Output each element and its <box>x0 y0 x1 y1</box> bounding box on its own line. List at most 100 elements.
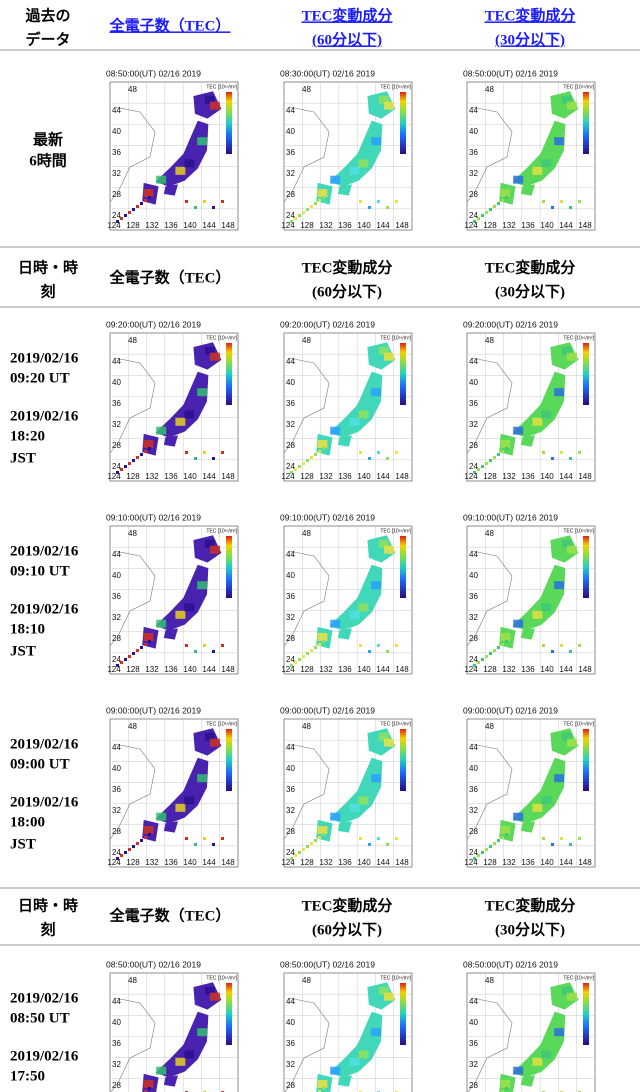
lat-label: 32 <box>286 613 295 622</box>
land-data <box>337 821 352 833</box>
row-label: 最新 <box>33 130 63 148</box>
lon-label: 148 <box>395 665 409 674</box>
island-dot <box>128 655 131 658</box>
lon-label: 140 <box>540 221 554 230</box>
lat-label: 48 <box>485 336 494 345</box>
data-patch <box>554 774 565 783</box>
lat-label: 36 <box>112 399 121 408</box>
island-dot <box>290 857 293 860</box>
colorbar-title: TEC [10¹⁶/m²] <box>206 721 237 727</box>
lat-label: 28 <box>469 441 478 450</box>
data-patch <box>143 633 154 641</box>
lat-label: 36 <box>112 592 121 601</box>
lat-label: 36 <box>112 148 121 157</box>
island-dot <box>290 664 293 667</box>
data-patch <box>378 986 389 995</box>
header-text: データ <box>25 30 70 48</box>
island-dot <box>386 650 389 653</box>
lat-label: 40 <box>286 1018 295 1027</box>
island-dot <box>377 200 380 203</box>
island-dot <box>306 459 309 462</box>
lon-label: 144 <box>202 858 216 867</box>
lat-label: 36 <box>469 148 478 157</box>
island-dot <box>124 465 127 468</box>
coastline <box>466 106 513 203</box>
data-patch <box>500 189 511 197</box>
header-link[interactable]: TEC変動成分 <box>485 6 576 24</box>
island-dot <box>310 842 313 845</box>
lat-label: 36 <box>469 592 478 601</box>
data-patch <box>541 1050 552 1059</box>
data-patch <box>175 803 186 812</box>
island-dot <box>221 644 224 647</box>
lon-label: 132 <box>319 472 333 481</box>
header-text: 日時・時 <box>18 258 78 276</box>
lon-label: 132 <box>319 665 333 674</box>
lon-label: 148 <box>221 665 235 674</box>
island-dot <box>497 839 500 842</box>
land-data <box>520 628 535 640</box>
lon-label: 144 <box>376 472 390 481</box>
data-patch <box>143 826 154 834</box>
island-dot <box>501 199 504 202</box>
lon-label: 124 <box>107 858 121 867</box>
island-dot <box>120 217 123 220</box>
island-dot <box>194 843 197 846</box>
island-dot <box>481 851 484 854</box>
lat-label: 44 <box>469 357 478 366</box>
data-patch <box>378 95 389 104</box>
island-dot <box>359 451 362 454</box>
tec-map: 08:30:00(UT) 02/16 2019 48 44 40 36 32 28 24124… <box>280 68 413 231</box>
lon-label: 124 <box>464 472 478 481</box>
island-dot <box>560 200 563 203</box>
coastline <box>109 106 156 203</box>
header-link[interactable]: TEC変動成分 <box>302 6 393 24</box>
island-dot <box>148 640 151 643</box>
data-patch <box>175 166 186 175</box>
island-dot <box>203 451 206 454</box>
data-patch <box>513 426 524 435</box>
data-patch <box>317 189 328 197</box>
header-link[interactable]: (30分以下) <box>495 31 565 48</box>
lat-label: 44 <box>469 997 478 1006</box>
island-dot <box>359 837 362 840</box>
lat-label: 44 <box>112 743 121 752</box>
lat-label: 44 <box>469 743 478 752</box>
data-patch <box>378 346 389 355</box>
data-patch <box>358 159 369 168</box>
lat-label: 28 <box>469 1081 478 1090</box>
lon-label: 136 <box>521 858 535 867</box>
data-patch <box>371 774 382 783</box>
header-link[interactable]: 全電子数（TEC） <box>109 16 231 34</box>
lon-label: 136 <box>338 665 352 674</box>
island-dot <box>298 214 301 217</box>
island-dot <box>310 649 313 652</box>
island-dot <box>477 468 480 471</box>
lon-label: 140 <box>357 472 371 481</box>
island-dot <box>132 845 135 848</box>
colorbar-title: TEC [10¹⁶/m²] <box>380 975 411 981</box>
lon-label: 124 <box>464 665 478 674</box>
island-dot <box>221 451 224 454</box>
coastline <box>466 550 513 647</box>
island-dot <box>128 211 131 214</box>
island-dot <box>314 839 317 842</box>
colorbar-title: TEC [10¹⁶/m²] <box>206 335 237 341</box>
land-data <box>163 821 178 833</box>
data-patch <box>204 95 215 104</box>
island-dot <box>501 643 504 646</box>
header-link[interactable]: (60分以下) <box>312 31 382 48</box>
island-dot <box>302 462 305 465</box>
lat-label: 48 <box>128 722 137 731</box>
data-patch <box>204 732 215 741</box>
lat-label: 36 <box>286 1039 295 1048</box>
island-dot <box>359 644 362 647</box>
map-title: 08:50:00(UT) 02/16 2019 <box>106 68 201 78</box>
data-patch <box>197 388 208 397</box>
data-patch <box>383 545 394 554</box>
data-patch <box>349 417 360 426</box>
lat-label: 32 <box>112 806 121 815</box>
lat-label: 28 <box>286 634 295 643</box>
header-text: 全電子数（TEC） <box>109 268 231 286</box>
lat-label: 36 <box>469 399 478 408</box>
